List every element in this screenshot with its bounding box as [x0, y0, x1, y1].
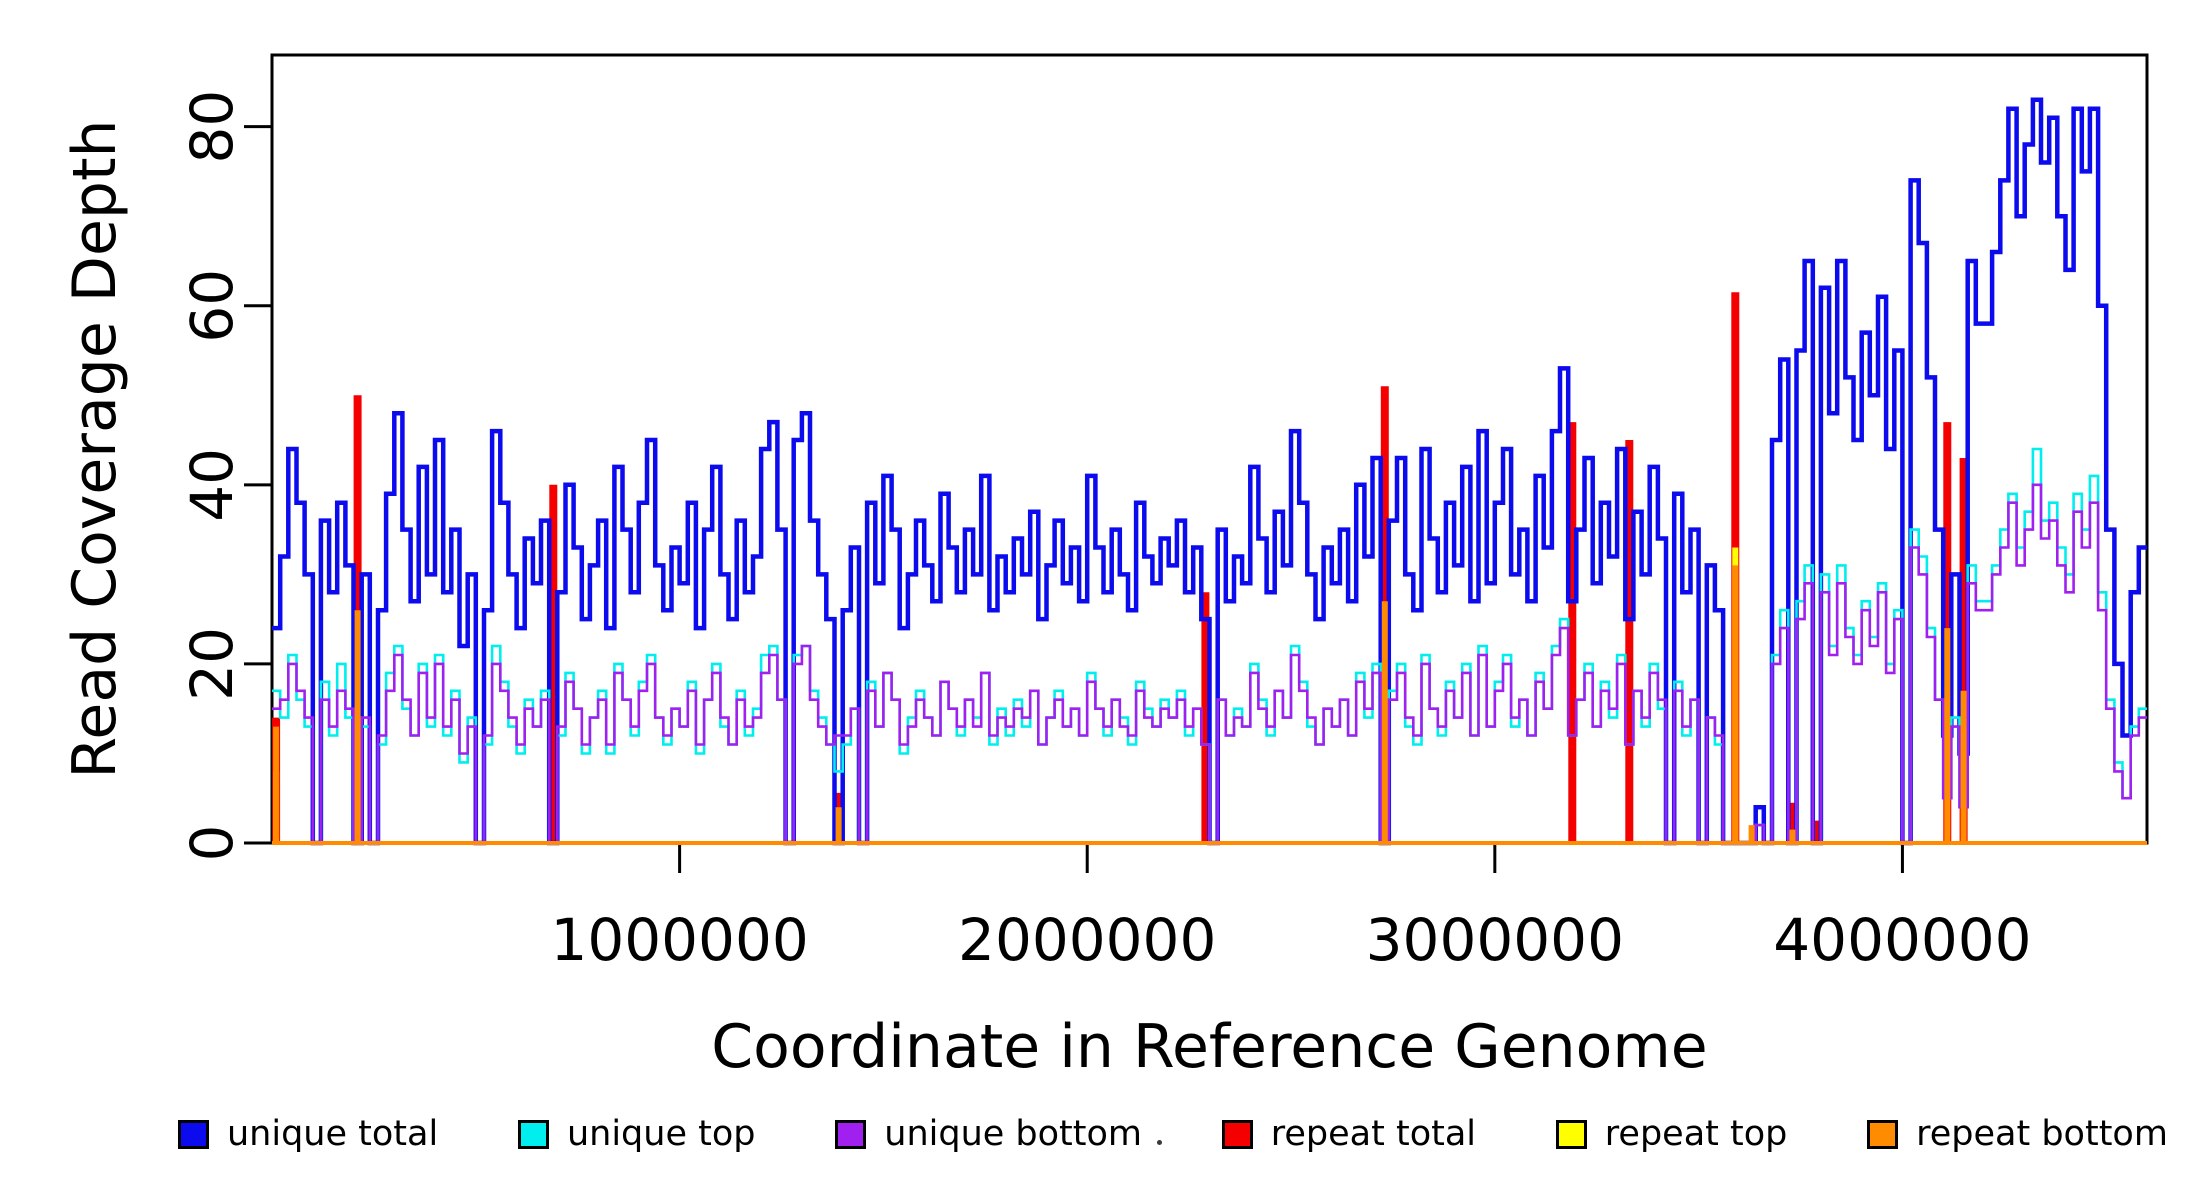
- legend-swatch-repeat-total: [1221, 1119, 1253, 1149]
- x-tick-label: 2000000: [958, 906, 1216, 974]
- legend-label: unique bottom: [884, 1114, 1142, 1154]
- legend-item-unique-top: unique top: [517, 1114, 756, 1154]
- x-tick-label: 4000000: [1773, 906, 2031, 974]
- x-tick-label: 3000000: [1366, 906, 1624, 974]
- y-tick-label: 40: [178, 448, 246, 522]
- legend-swatch-repeat-top: [1555, 1119, 1587, 1149]
- stray-dot: [1157, 1140, 1162, 1145]
- x-tick-label: 1000000: [550, 906, 808, 974]
- legend-item-repeat-bottom: repeat bottom: [1867, 1114, 2168, 1154]
- legend-label: repeat top: [1604, 1114, 1788, 1154]
- y-axis-title: Read Coverage Depth: [60, 119, 130, 779]
- legend-item-repeat-total: repeat total: [1221, 1114, 1477, 1154]
- legend-label: repeat bottom: [1916, 1114, 2168, 1154]
- y-tick-label: 20: [178, 627, 246, 701]
- legend-swatch-unique-top: [517, 1119, 549, 1149]
- series-unique-total: [272, 97, 2147, 846]
- legend-item-unique-total: unique total: [178, 1114, 438, 1154]
- y-tick-label: 80: [178, 90, 246, 164]
- legend: unique total unique top unique bottom repea…: [178, 1112, 2168, 1156]
- legend-swatch-unique-bottom: [835, 1119, 867, 1149]
- legend-item-unique-bottom: unique bottom: [835, 1114, 1142, 1154]
- y-tick-label: 60: [178, 269, 246, 343]
- series-unique-bottom: [272, 483, 2147, 845]
- legend-swatch-unique-total: [178, 1119, 209, 1149]
- legend-swatch-repeat-bottom: [1867, 1119, 1899, 1149]
- x-axis-title: Coordinate in Reference Genome: [711, 1012, 1708, 1082]
- legend-label: repeat total: [1270, 1114, 1477, 1154]
- legend-label: unique top: [566, 1114, 756, 1154]
- legend-label: unique total: [227, 1114, 439, 1154]
- y-tick-label: 0: [178, 825, 246, 862]
- legend-item-repeat-top: repeat top: [1555, 1114, 1788, 1154]
